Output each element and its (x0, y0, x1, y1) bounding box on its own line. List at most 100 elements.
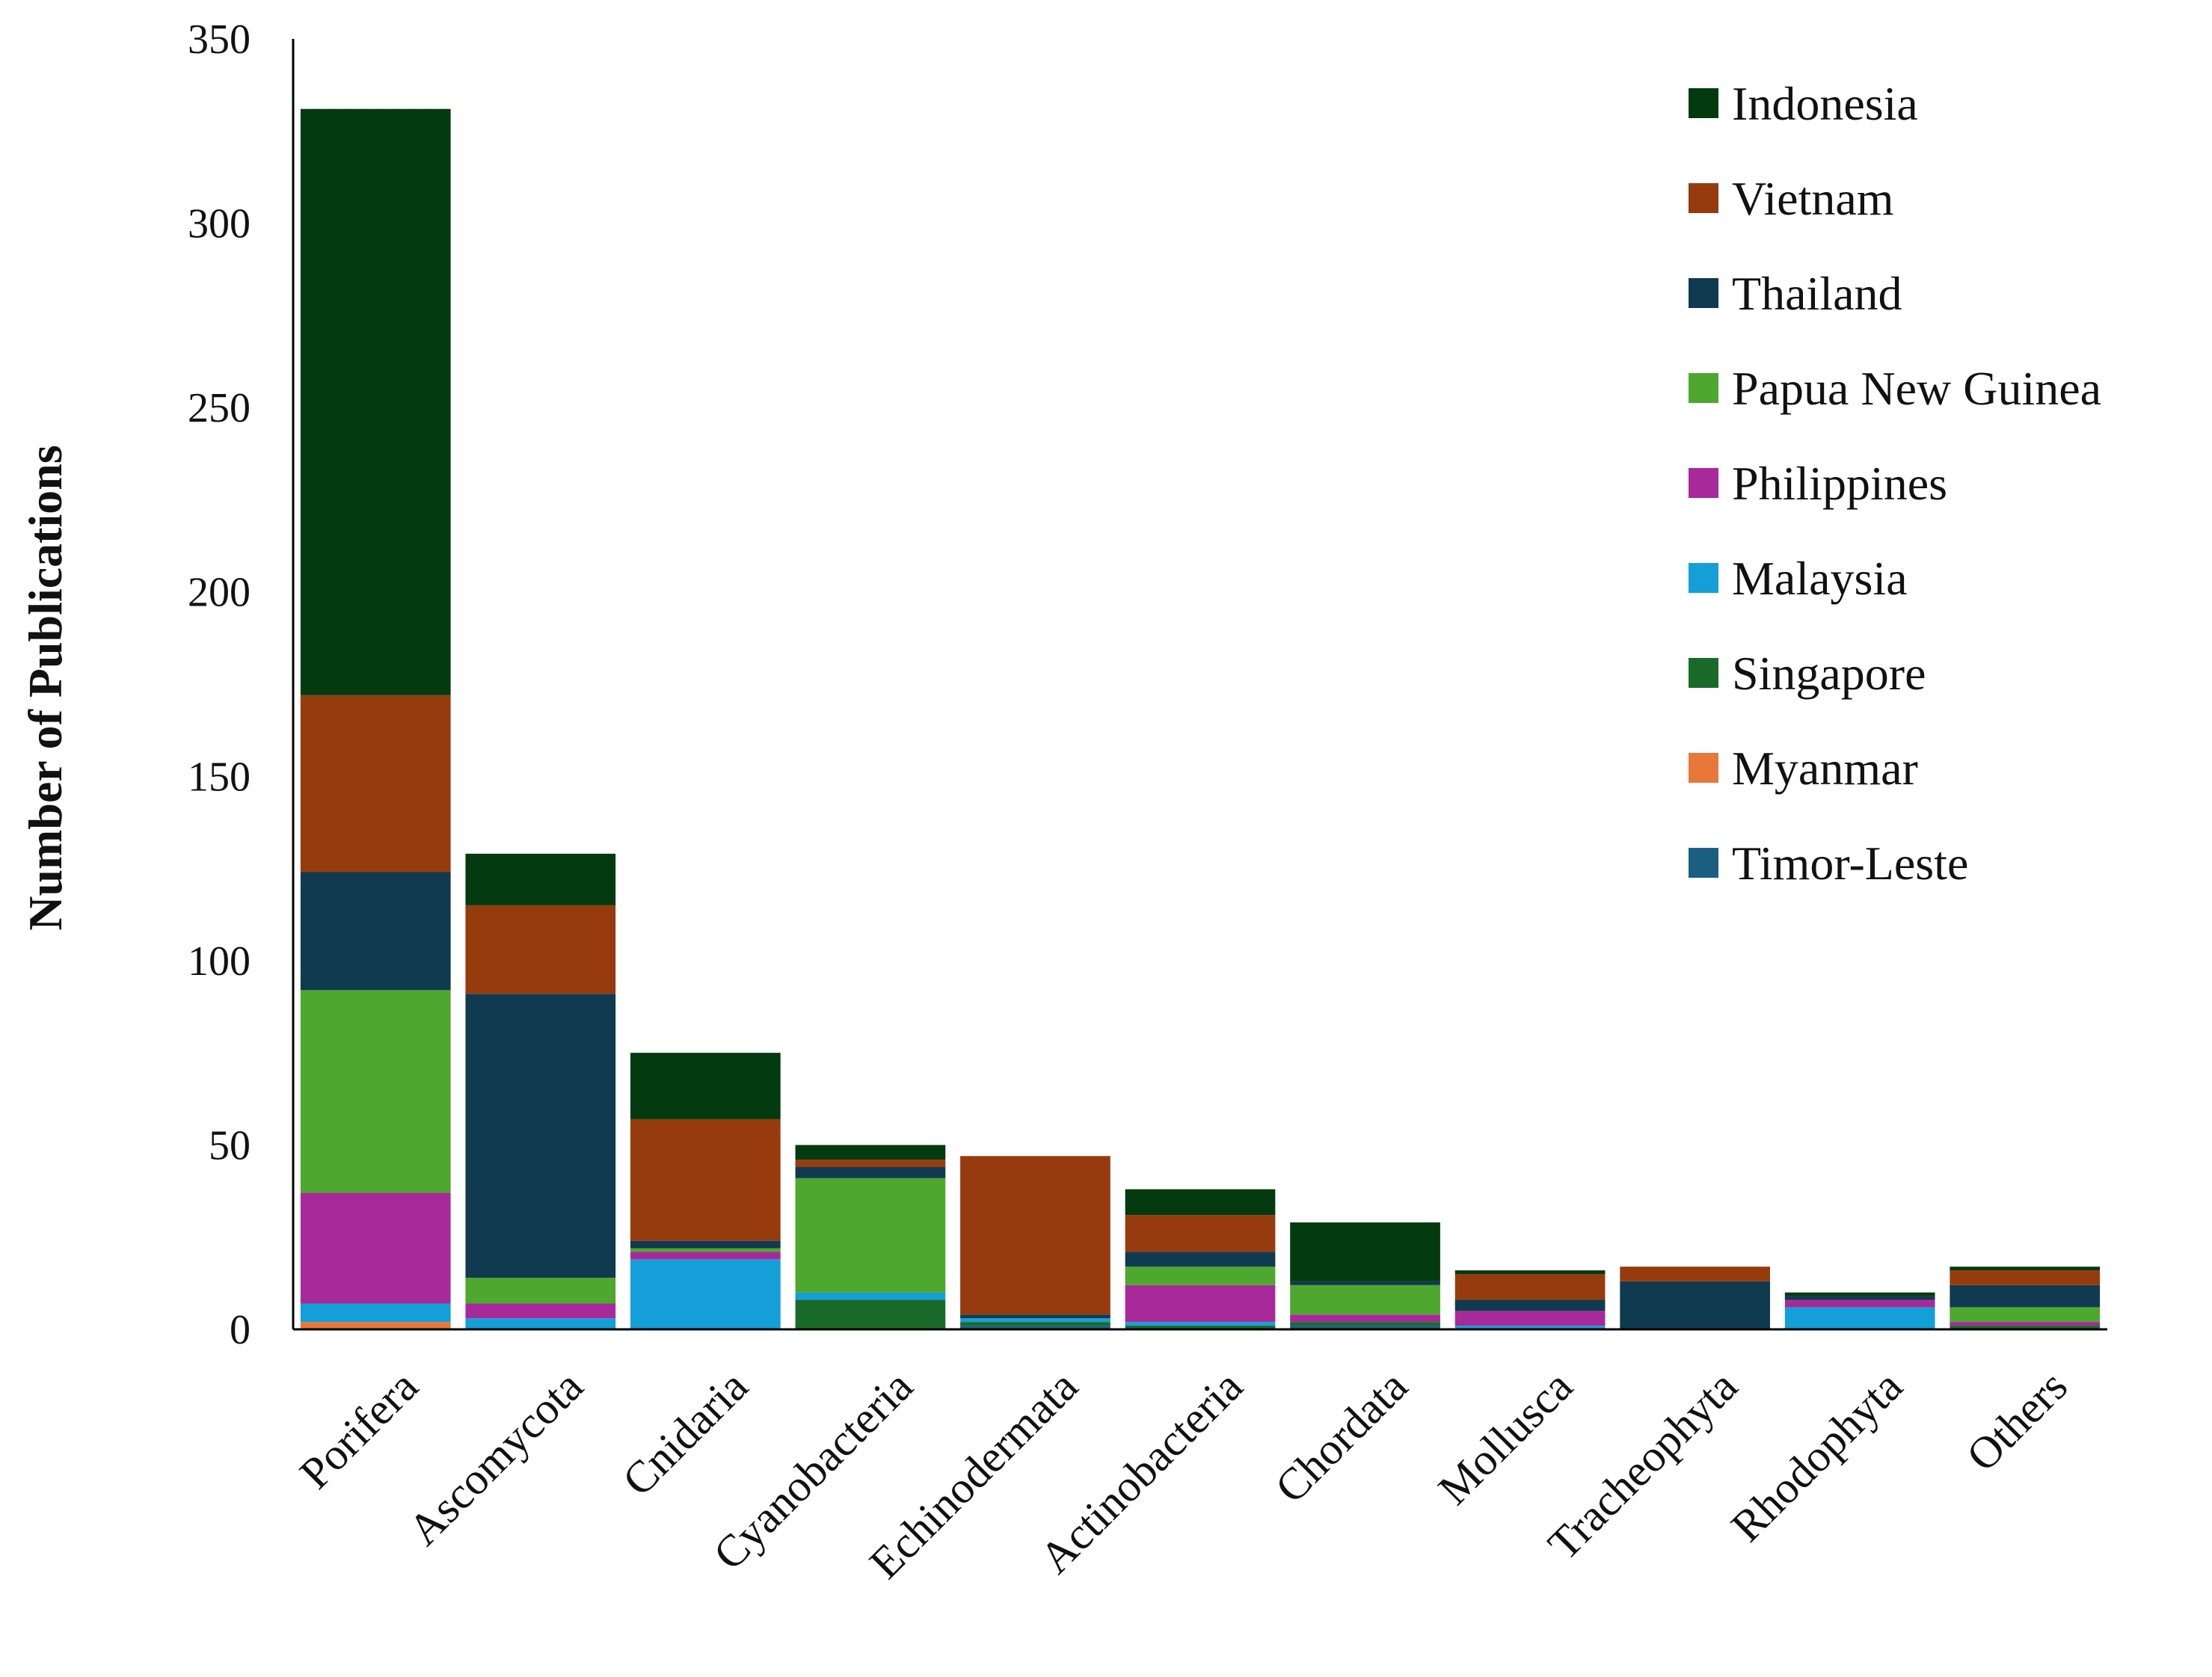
legend-swatch (1689, 183, 1718, 213)
legend-item: Singapore (1689, 647, 1926, 700)
bar-segment: Philippines: 1 (1950, 1322, 2101, 1326)
bar-segment: Thailand: 13 (1620, 1281, 1770, 1329)
legend-item: Philippines (1689, 457, 1947, 510)
bar-segment: Malaysia: 6 (1784, 1307, 1935, 1329)
bar-segment: Singapore: 1 (1950, 1326, 2101, 1329)
legend-item: Malaysia (1689, 552, 1908, 605)
bar-segment: Papua New Guinea: 4 (1950, 1307, 2101, 1323)
legend-item: Vietnam (1689, 172, 1894, 225)
bar-stack: Myanmar: 2Malaysia: 5Philippines: 30Papu… (300, 108, 451, 1329)
x-tick-label: Rhodophyta (1721, 1361, 1911, 1551)
bar-stack: Singapore: 8Malaysia: 2Papua New Guinea:… (795, 1145, 946, 1329)
bar-stack: Singapore: 1Philippines: 1Papua New Guin… (1950, 1267, 2101, 1329)
bar-segment: Thailand: 32 (300, 872, 451, 991)
bar-stack: Malaysia: 3Philippines: 4Papua New Guine… (465, 853, 616, 1329)
legend-label: Papua New Guinea (1732, 362, 2101, 415)
legend-label: Timor-Leste (1732, 837, 1968, 890)
y-tick-label: 50 (209, 1122, 251, 1169)
bar-segment: Vietnam: 33 (630, 1118, 781, 1241)
bar-stack: Singapore: 1Malaysia: 1Philippines: 10Pa… (1125, 1189, 1276, 1329)
bar-segment: Thailand: 6 (1950, 1284, 2101, 1308)
bar-segment: Vietnam: 7 (1454, 1274, 1606, 1300)
bar-segment: Indonesia: 1 (1950, 1267, 2101, 1271)
bar-segment: Thailand: 1 (960, 1314, 1110, 1319)
bar-segment: Papua New Guinea: 31 (795, 1178, 946, 1293)
bar-stack: Malaysia: 1Philippines: 4Thailand: 3Viet… (1454, 1270, 1606, 1329)
legend-label: Myanmar (1732, 742, 1918, 795)
legend-label: Philippines (1732, 457, 1947, 510)
bar-segment: Indonesia: 14 (465, 853, 616, 905)
bar-segment: Malaysia: 1 (1454, 1326, 1606, 1329)
bar-stack: Thailand: 13Vietnam: 4 (1620, 1267, 1770, 1329)
bar-segment: Vietnam: 2 (795, 1160, 946, 1168)
bar-segment: Vietnam: 24 (465, 905, 616, 994)
legend-item: Myanmar (1689, 742, 1918, 795)
bar-stack: Malaysia: 6Philippines: 2Thailand: 1Indo… (1784, 1292, 1935, 1329)
bar-segment: Vietnam: 48 (300, 695, 451, 873)
legend-item: Papua New Guinea (1689, 362, 2101, 415)
bar-segment: Papua New Guinea: 8 (1290, 1284, 1440, 1315)
bar-segment: Thailand: 77 (465, 994, 616, 1278)
x-tick-label: Mollusca (1429, 1361, 1582, 1515)
x-tick-label: Cnidaria (613, 1361, 758, 1506)
bar-segment: Papua New Guinea: 1 (630, 1248, 781, 1252)
bar-segment: Myanmar: 2 (300, 1322, 451, 1329)
legend-label: Vietnam (1732, 172, 1894, 225)
x-tick-label: Others (1957, 1361, 2077, 1481)
bar-segment: Malaysia: 1 (960, 1318, 1110, 1323)
legend-swatch (1689, 563, 1718, 593)
legend-swatch (1689, 373, 1718, 403)
y-tick-label: 0 (230, 1307, 251, 1353)
bar-segment: Philippines: 4 (465, 1303, 616, 1319)
bar-segment: Singapore: 1 (960, 1322, 1110, 1326)
bar-segment: Thailand: 3 (795, 1167, 946, 1178)
bar-segment: Malaysia: 2 (795, 1292, 946, 1300)
bar-segment: Vietnam: 10 (1125, 1215, 1276, 1252)
legend-label: Indonesia (1732, 77, 1918, 130)
legend-swatch (1689, 753, 1718, 783)
bar-stacks: Myanmar: 2Malaysia: 5Philippines: 30Papu… (300, 108, 2101, 1329)
legend-swatch (1689, 88, 1718, 118)
bar-segment: Philippines: 10 (1125, 1284, 1276, 1323)
bar-segment: Philippines: 2 (1290, 1314, 1440, 1323)
bar-stack: Timor-Leste: 1Singapore: 1Philippines: 2… (1290, 1222, 1440, 1329)
bar-segment: Indonesia: 18 (630, 1053, 781, 1119)
bar-segment: Indonesia: 4 (795, 1145, 946, 1160)
legend: Indonesia Vietnam Thailand Papua New Guinea… (1689, 77, 2101, 890)
bar-segment: Philippines: 30 (300, 1193, 451, 1304)
bar-segment: Indonesia: 159 (300, 108, 451, 695)
bar-stack: Malaysia: 19Philippines: 2Papua New Guin… (630, 1053, 781, 1329)
legend-label: Malaysia (1732, 552, 1908, 605)
legend-item: Thailand (1689, 267, 1902, 320)
x-tick-label: Porifera (290, 1361, 427, 1498)
bar-segment: Timor-Leste: 1 (1290, 1326, 1440, 1329)
y-tick-label: 150 (188, 754, 251, 800)
legend-swatch (1689, 848, 1718, 878)
bar-segment: Thailand: 4 (1125, 1252, 1276, 1267)
y-axis-title: Number of Publications (19, 445, 72, 931)
bar-segment: Malaysia: 19 (630, 1259, 781, 1329)
bar-segment: Vietnam: 43 (960, 1156, 1110, 1315)
y-tick-label: 200 (188, 570, 251, 616)
bar-segment: Papua New Guinea: 5 (1125, 1267, 1276, 1285)
bar-segment: Thailand: 1 (1290, 1281, 1440, 1285)
bar-segment: Papua New Guinea: 55 (300, 990, 451, 1193)
bar-segment: Singapore: 1 (1125, 1326, 1276, 1329)
bar-segment: Philippines: 4 (1454, 1311, 1606, 1326)
bar-segment: Indonesia: 1 (1454, 1270, 1606, 1275)
legend-label: Singapore (1732, 647, 1926, 700)
x-tick-label: Chordata (1266, 1361, 1417, 1513)
bar-segment: Timor-Leste: 1 (960, 1326, 1110, 1329)
bar-segment: Thailand: 2 (630, 1240, 781, 1249)
bar-segment: Thailand: 3 (1454, 1299, 1606, 1311)
bar-segment: Philippines: 2 (1784, 1299, 1935, 1308)
bar-segment: Thailand: 1 (1784, 1296, 1935, 1300)
y-tick-label: 300 (188, 201, 251, 247)
bar-stack: Timor-Leste: 1Singapore: 1Malaysia: 1Tha… (960, 1156, 1110, 1329)
bar-segment: Indonesia: 7 (1125, 1189, 1276, 1216)
legend-swatch (1689, 468, 1718, 498)
y-axis-ticks: 0 50 100 150 200 250 300 350 (188, 16, 251, 1353)
bar-segment: Singapore: 1 (1290, 1322, 1440, 1326)
